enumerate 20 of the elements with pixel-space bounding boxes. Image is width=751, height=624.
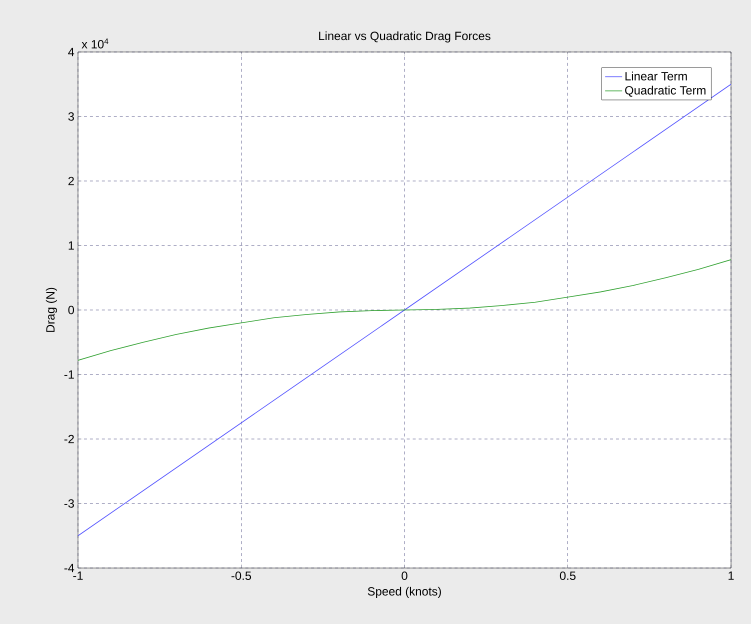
y-tick-label: -1	[64, 370, 74, 379]
y-tick-label: -3	[64, 499, 74, 508]
y-tick-label: 4	[68, 48, 74, 56]
y-axis-title: Drag (N)	[46, 288, 58, 332]
x-tick-label: 0	[402, 572, 408, 580]
y-tick-label: -4	[64, 564, 74, 572]
text: x 10$^{4}$	[82, 38, 108, 48]
x-tick-label: 1	[728, 572, 734, 580]
y-tick-label: 3	[68, 112, 74, 121]
y-tick-label: 2	[68, 176, 74, 186]
x-tick-label: 0.5	[560, 572, 576, 580]
chart-title: Linear vs Quadratic Drag Forces	[319, 31, 490, 42]
y-tick-label: 0	[68, 306, 74, 314]
y-tick-label: 1	[68, 241, 74, 250]
legend-label: Linear Term	[626, 72, 687, 80]
line-series	[78, 259, 732, 361]
legend-label: Quadratic Term	[625, 86, 706, 97]
x-tick-label: -0.5	[231, 572, 252, 580]
y-tick-label: -2	[64, 434, 74, 444]
x-axis-title: Speed (knots)	[368, 586, 441, 598]
